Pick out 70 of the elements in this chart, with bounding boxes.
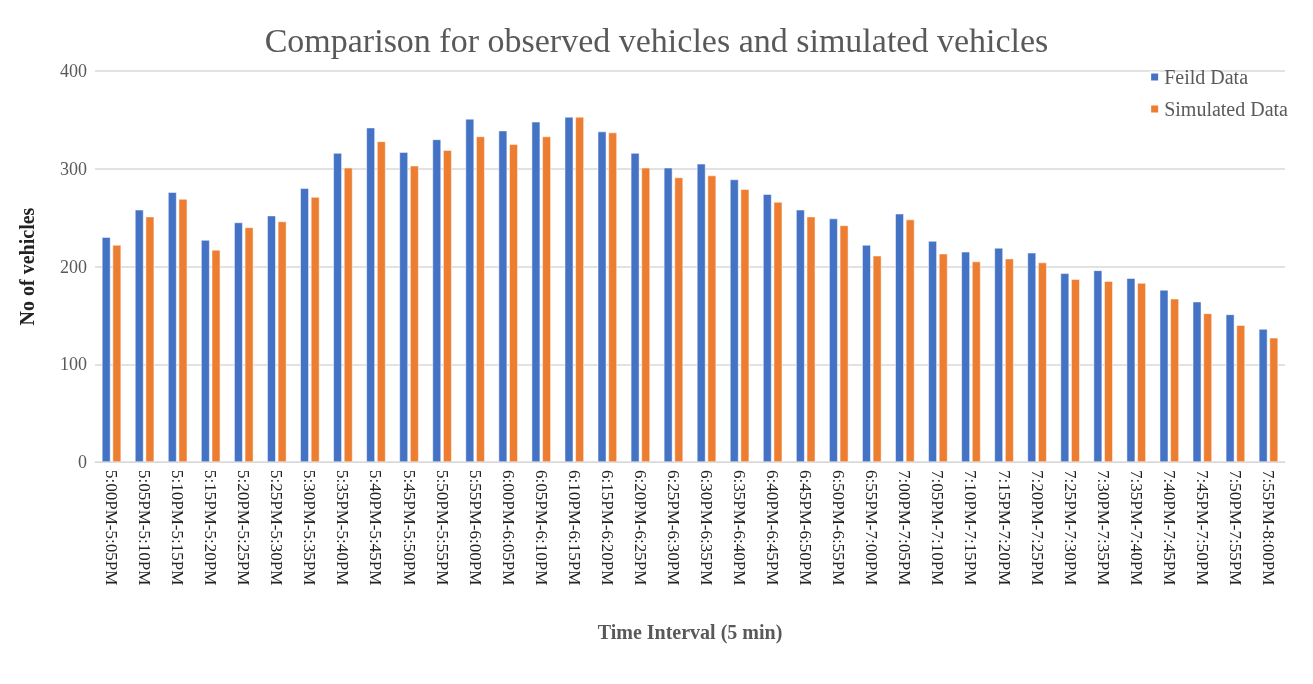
x-axis-title: Time Interval (5 min) — [597, 621, 783, 644]
x-tick-label: 7:05PM-7:10PM — [928, 470, 948, 586]
x-tick-label: 7:00PM-7:05PM — [895, 470, 915, 586]
x-tick-label: 7:10PM-7:15PM — [961, 470, 981, 586]
bar — [905, 219, 915, 462]
x-tick-label: 6:30PM-6:35PM — [697, 470, 717, 586]
x-tick-label: 6:35PM-6:40PM — [730, 470, 750, 586]
x-tick-label: 6:20PM-6:25PM — [630, 470, 650, 586]
x-tick-label: 6:55PM-7:00PM — [862, 470, 882, 586]
bar — [972, 261, 981, 462]
bar — [961, 251, 970, 462]
x-tick-label: 5:50PM-5:55PM — [432, 470, 452, 586]
bar — [377, 141, 386, 462]
x-tick-label: 6:40PM-6:45PM — [763, 470, 783, 586]
bar — [310, 197, 320, 462]
bar — [1071, 279, 1080, 462]
bar — [1005, 258, 1014, 462]
x-tick-label: 7:40PM-7:45PM — [1159, 470, 1179, 586]
chart-title: Comparison for observed vehicles and simulated vehicles — [264, 21, 1049, 59]
x-tick-label: 5:00PM-5:05PM — [102, 470, 122, 586]
bar — [465, 118, 475, 462]
bar — [928, 241, 937, 462]
x-tick-label: 7:30PM-7:35PM — [1093, 470, 1113, 586]
x-tick-label: 5:40PM-5:45PM — [366, 470, 386, 586]
x-tick-label: 7:55PM-8:00PM — [1258, 470, 1278, 586]
x-tick-label: 6:25PM-6:30PM — [663, 470, 683, 586]
x-tick-label: 6:05PM-6:10PM — [531, 470, 551, 586]
x-tick-label: 5:05PM-5:10PM — [135, 470, 155, 586]
x-tick-label: 5:55PM-6:00PM — [465, 470, 485, 586]
x-tick-label: 5:35PM-5:40PM — [333, 470, 353, 586]
y-tick-label: 200 — [60, 256, 87, 277]
x-tick-label: 7:25PM-7:30PM — [1060, 470, 1080, 586]
bar — [476, 136, 485, 462]
x-tick-label: 6:10PM-6:15PM — [564, 470, 584, 586]
x-tick-label: 7:35PM-7:40PM — [1126, 470, 1146, 586]
x-tick-label: 5:20PM-5:25PM — [234, 470, 254, 586]
bar — [399, 152, 408, 462]
x-tick-label: 5:10PM-5:15PM — [168, 470, 188, 586]
bar — [1027, 252, 1037, 462]
bar — [895, 213, 904, 462]
y-tick-label: 300 — [60, 158, 87, 179]
x-tick-label: 6:50PM-6:55PM — [829, 470, 849, 586]
bar — [300, 188, 309, 462]
x-tick-label: 7:20PM-7:25PM — [1027, 470, 1047, 586]
x-tick-label: 7:15PM-7:20PM — [994, 470, 1014, 586]
x-tick-label: 5:45PM-5:50PM — [399, 470, 419, 586]
legend-label: Simulated Data — [1164, 98, 1289, 120]
bar — [938, 253, 948, 462]
bar — [410, 165, 419, 462]
x-tick-label: 5:30PM-5:35PM — [300, 470, 320, 586]
bar — [994, 247, 1003, 462]
y-tick-label: 100 — [60, 354, 87, 375]
x-tick-label: 5:15PM-5:20PM — [201, 470, 221, 586]
x-tick-label: 5:25PM-5:30PM — [267, 470, 287, 586]
x-tick-label: 7:50PM-7:55PM — [1225, 470, 1245, 586]
y-tick-label: 0 — [78, 452, 87, 472]
bar — [432, 139, 442, 462]
x-tick-label: 6:00PM-6:05PM — [498, 470, 518, 586]
bar — [366, 127, 375, 462]
x-tick-label: 6:15PM-6:20PM — [597, 470, 617, 586]
legend-label: Feild Data — [1164, 66, 1249, 88]
y-axis-title: No of vehicles — [16, 207, 38, 326]
bar — [333, 153, 342, 462]
x-tick-label: 6:45PM-6:50PM — [796, 470, 816, 586]
bar — [443, 150, 452, 462]
bar — [1038, 262, 1047, 462]
bar — [343, 167, 353, 462]
x-tick-label: 7:45PM-7:50PM — [1192, 470, 1212, 586]
bar — [1060, 273, 1070, 462]
y-tick-label: 400 — [60, 61, 87, 81]
